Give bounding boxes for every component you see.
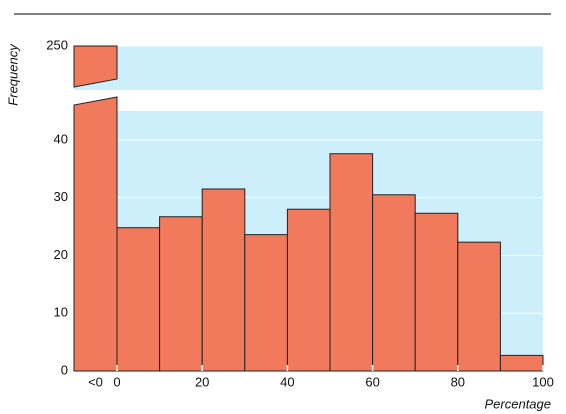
bar (116, 227, 161, 372)
bar (499, 354, 544, 372)
bar (73, 45, 118, 88)
plot-panel-upper (74, 46, 543, 90)
x-tick-label: 100 (532, 374, 554, 389)
bar (244, 234, 288, 372)
y-tick-label: 250 (46, 37, 68, 52)
bar (414, 212, 459, 372)
y-tick-label: 10 (54, 305, 68, 320)
y-axis-label: Frequency (5, 43, 20, 106)
x-tick-label: 60 (365, 374, 379, 389)
x-tick-label: 80 (451, 374, 465, 389)
y-tick-label: 0 (61, 362, 68, 377)
bar (286, 208, 331, 372)
x-axis-label: Percentage (485, 396, 552, 411)
bar (201, 188, 246, 372)
y-tick-label: 30 (54, 189, 68, 204)
x-tick-label: 20 (195, 374, 209, 389)
bar (329, 153, 374, 372)
bar (73, 96, 118, 372)
x-tick-label: 40 (280, 374, 294, 389)
x-tick-label: 0 (113, 374, 120, 389)
x-tick-label: <0 (88, 374, 103, 389)
bar (372, 194, 416, 372)
y-tick-label: 40 (54, 131, 68, 146)
y-tick-label: 20 (54, 247, 68, 262)
bar (457, 241, 501, 372)
bar (159, 216, 203, 372)
